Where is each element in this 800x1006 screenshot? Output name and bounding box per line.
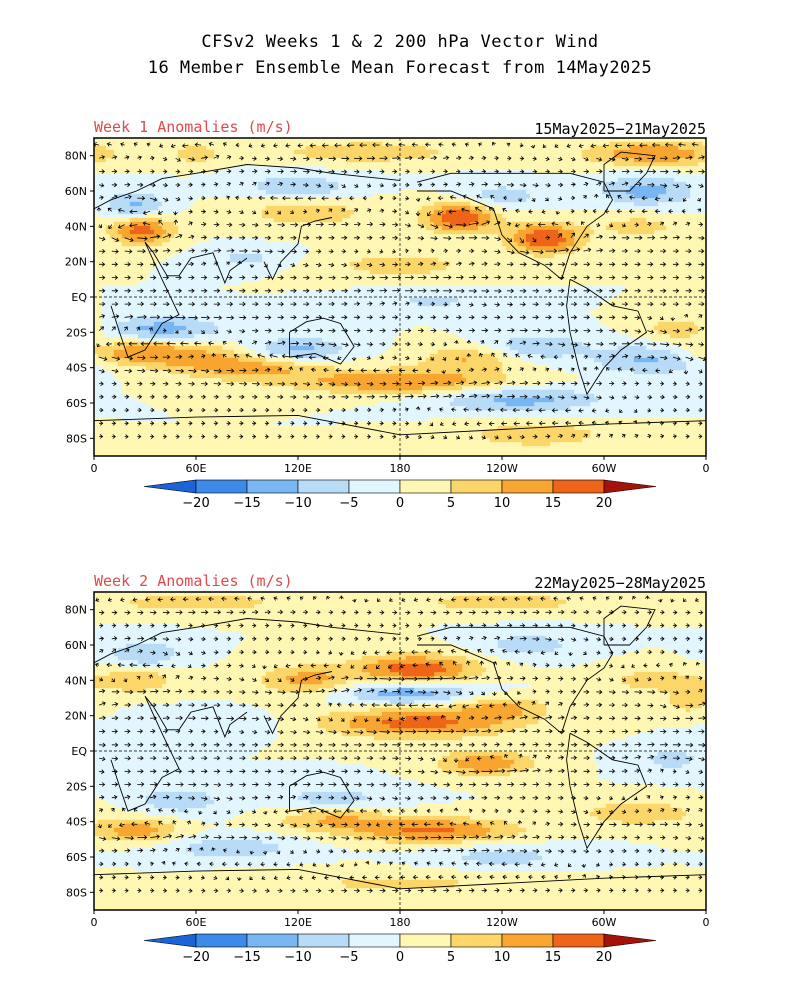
week1-panel: Week 1 Anomalies (m/s) 15May2025−21May20…: [0, 112, 800, 552]
lat-label: 20N: [65, 256, 87, 269]
colorbar-label: 10: [494, 496, 511, 511]
colorbar-label: −15: [233, 950, 260, 965]
colorbar-label: 15: [545, 950, 562, 965]
colorbar-label: 5: [447, 496, 455, 511]
colorbar-label: 10: [494, 950, 511, 965]
colorbar-label: 15: [545, 496, 562, 511]
colorbar-segment: [195, 933, 248, 948]
colorbar-label: 0: [396, 950, 404, 965]
week2-anomaly-map: 80N 60N 40N 20N EQ 20S 40S 60S 80S 0 60E 120E 180 120…: [65, 591, 710, 965]
lat-label: EQ: [71, 291, 87, 304]
colorbar-segment: [246, 479, 299, 494]
colorbar-segment: [297, 479, 350, 494]
lon-label: 0: [91, 462, 98, 475]
lon-label: 180: [390, 462, 411, 475]
colorbar-upper-arrow: [603, 479, 657, 494]
colorbar-label: 20: [596, 496, 613, 511]
colorbar-lower-arrow: [143, 479, 197, 494]
colorbar-segment: [246, 933, 299, 948]
lon-label: 0: [703, 916, 710, 929]
colorbar-label: 0: [396, 496, 404, 511]
wind-vectors: [94, 141, 706, 440]
lat-label: 80S: [66, 886, 87, 899]
colorbar-label: −15: [233, 496, 260, 511]
figure-title-line2: 16 Member Ensemble Mean Forecast from 14…: [147, 58, 653, 78]
week2-anomalies-title: Week 2 Anomalies (m/s): [94, 572, 293, 590]
colorbar-lower-arrow: [143, 933, 197, 948]
colorbar-segment: [501, 933, 554, 948]
colorbar-segment: [399, 479, 452, 494]
colorbar-segment: [450, 479, 503, 494]
lat-label: 60N: [65, 185, 87, 198]
colorbar-segment: [501, 479, 554, 494]
colorbar: −20 −15 −10 −5 0 5 10 15 20: [143, 479, 657, 511]
figure-title-line1: CFSv2 Weeks 1 & 2 200 hPa Vector Wind: [201, 32, 599, 52]
colorbar-segment: [552, 479, 605, 494]
lon-label: 0: [703, 462, 710, 475]
lat-label: EQ: [71, 745, 87, 758]
colorbar-segment: [552, 933, 605, 948]
colorbar-segment: [348, 933, 401, 948]
lon-label: 120E: [284, 462, 312, 475]
lat-label: 40N: [65, 220, 87, 233]
lon-label: 60W: [592, 916, 617, 929]
lat-label: 40S: [66, 816, 87, 829]
colorbar: −20 −15 −10 −5 0 5 10 15 20: [143, 933, 657, 965]
lon-label: 60E: [186, 462, 207, 475]
lon-label: 60E: [186, 916, 207, 929]
lon-label: 0: [91, 916, 98, 929]
lon-label: 60W: [592, 462, 617, 475]
week1-date-range: 15May2025−21May2025: [534, 120, 706, 138]
colorbar-segment: [195, 479, 248, 494]
colorbar-label: −20: [182, 950, 209, 965]
lat-label: 60N: [65, 639, 87, 652]
lat-label: 60S: [66, 851, 87, 864]
week2-date-range: 22May2025−28May2025: [534, 574, 706, 592]
week1-anomaly-map: 80N 60N 40N 20N EQ 20S 40S 60S 80S 0 60E 120E 180 120…: [65, 137, 710, 511]
lon-label: 180: [390, 916, 411, 929]
lat-label: 60S: [66, 397, 87, 410]
colorbar-label: 5: [447, 950, 455, 965]
lon-label: 120E: [284, 916, 312, 929]
lat-label: 20N: [65, 710, 87, 723]
lat-label: 80N: [65, 150, 87, 163]
lon-label: 120W: [486, 916, 518, 929]
colorbar-upper-arrow: [603, 933, 657, 948]
colorbar-label: −20: [182, 496, 209, 511]
lat-label: 20S: [66, 326, 87, 339]
colorbar-segment: [348, 479, 401, 494]
colorbar-label: −5: [339, 496, 358, 511]
colorbar-label: −5: [339, 950, 358, 965]
lon-label: 120W: [486, 462, 518, 475]
colorbar-segment: [450, 933, 503, 948]
lat-label: 20S: [66, 780, 87, 793]
colorbar-label: 20: [596, 950, 613, 965]
lat-label: 40S: [66, 362, 87, 375]
week2-panel: Week 2 Anomalies (m/s) 22May2025−28May20…: [0, 566, 800, 1006]
colorbar-label: −10: [284, 496, 311, 511]
colorbar-segment: [399, 933, 452, 948]
colorbar-label: −10: [284, 950, 311, 965]
colorbar-segment: [297, 933, 350, 948]
lat-label: 80S: [66, 432, 87, 445]
lat-label: 40N: [65, 674, 87, 687]
week1-anomalies-title: Week 1 Anomalies (m/s): [94, 118, 293, 136]
lat-label: 80N: [65, 604, 87, 617]
